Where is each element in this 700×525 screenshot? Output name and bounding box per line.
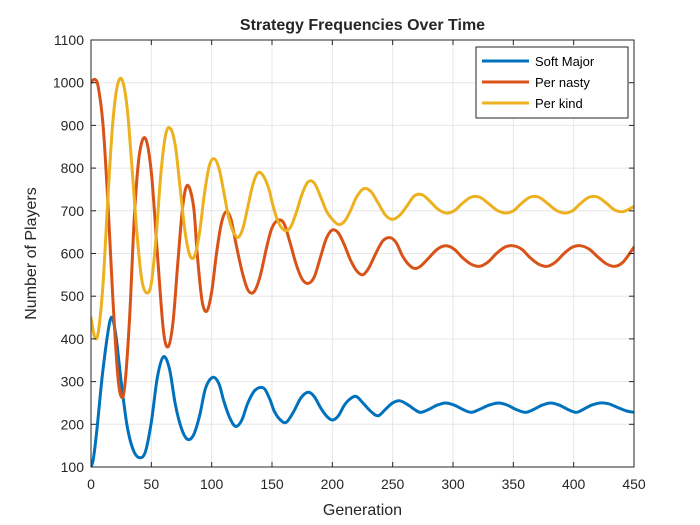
series-line-per-kind xyxy=(91,76,634,341)
x-tick-label: 350 xyxy=(502,476,526,492)
legend-label-per-kind: Per kind xyxy=(535,96,583,111)
y-tick-label: 900 xyxy=(61,117,85,133)
grid-lines xyxy=(90,39,635,468)
y-tick-label: 700 xyxy=(61,203,85,219)
y-tick-label: 100 xyxy=(61,459,85,475)
series-layer xyxy=(91,76,634,467)
y-axis-label: Number of Players xyxy=(23,187,40,320)
y-tick-label: 400 xyxy=(61,331,85,347)
series-line-soft-major xyxy=(91,315,634,467)
legend-label-soft-major: Soft Major xyxy=(535,54,595,69)
x-tick-label: 50 xyxy=(144,476,160,492)
y-tick-label: 1000 xyxy=(53,75,84,91)
x-tick-label: 400 xyxy=(562,476,586,492)
x-tick-label: 100 xyxy=(200,476,224,492)
x-tick-label: 250 xyxy=(381,476,405,492)
y-tick-label: 500 xyxy=(61,288,85,304)
y-tick-label: 600 xyxy=(61,246,85,262)
x-tick-label: 150 xyxy=(260,476,284,492)
y-tick-label: 200 xyxy=(61,416,85,432)
x-axis-label: Generation xyxy=(323,502,402,519)
y-tick-label: 800 xyxy=(61,160,85,176)
chart-title: Strategy Frequencies Over Time xyxy=(240,17,485,34)
legend: Soft Major Per nasty Per kind xyxy=(475,46,629,119)
x-tick-label: 450 xyxy=(622,476,646,492)
axis-ticks xyxy=(90,39,635,468)
x-tick-label: 0 xyxy=(87,476,95,492)
series-line-per-nasty xyxy=(91,77,634,400)
y-tick-label: 1100 xyxy=(54,32,84,48)
y-tick-label: 300 xyxy=(61,374,85,390)
x-tick-label: 200 xyxy=(321,476,345,492)
x-tick-label: 300 xyxy=(441,476,465,492)
legend-label-per-nasty: Per nasty xyxy=(535,75,590,90)
tick-labels: 0 50 100 150 200 250 300 350 400 450 100 200 300 400 5… xyxy=(53,32,646,492)
